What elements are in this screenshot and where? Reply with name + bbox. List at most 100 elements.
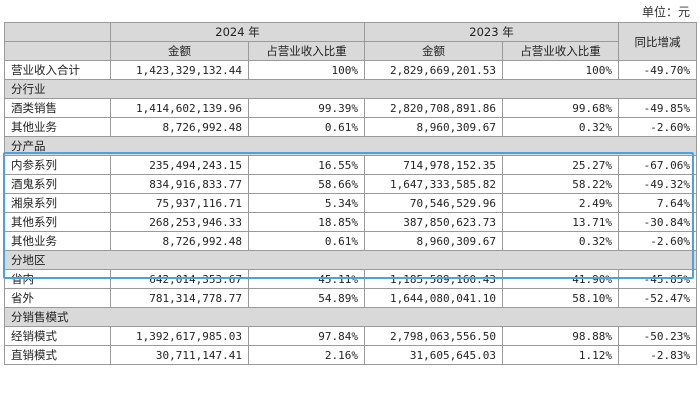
share-2024: 0.61% [248,117,365,137]
share-2023: 1.12% [502,345,619,365]
share-2023: 0.32% [502,117,619,137]
amount-2023: 1,185,589,160.43 [364,269,503,289]
row-label: 经销模式 [4,326,111,346]
yoy-change: -45.85% [618,269,697,289]
header-share-2024: 占营业收入比重 [248,41,365,61]
table-row: 省外 781,314,778.77 54.89% 1,644,080,041.1… [4,288,697,308]
table-row: 湘泉系列 75,937,116.71 5.34% 70,546,529.96 2… [4,193,697,213]
share-2024: 5.34% [248,193,365,213]
table-row: 酒鬼系列 834,916,833.77 58.66% 1,647,333,585… [4,174,697,194]
yoy-change: -2.83% [618,345,697,365]
row-label: 营业收入合计 [4,60,111,80]
amount-2023: 2,798,063,556.50 [364,326,503,346]
amount-2024: 781,314,778.77 [110,288,249,308]
yoy-change: -49.70% [618,60,697,80]
share-2024: 58.66% [248,174,365,194]
amount-2024: 75,937,116.71 [110,193,249,213]
amount-2024: 268,253,946.33 [110,212,249,232]
share-2023: 13.71% [502,212,619,232]
share-2023: 98.88% [502,326,619,346]
share-2023: 41.90% [502,269,619,289]
table-row: 其他业务 8,726,992.48 0.61% 8,960,309.67 0.3… [4,117,697,137]
share-2023: 58.10% [502,288,619,308]
unit-label: 单位：元 [641,5,690,19]
amount-2024: 1,392,617,985.03 [110,326,249,346]
section-header-industry: 分行业 [4,79,697,99]
table-row: 酒类销售 1,414,602,139.96 99.39% 2,820,708,8… [4,98,697,118]
section-title: 分地区 [4,250,697,270]
section-title: 分行业 [4,79,697,99]
amount-2023: 2,820,708,891.86 [364,98,503,118]
amount-2023: 8,960,309.67 [364,117,503,137]
share-2024: 2.16% [248,345,365,365]
share-2023: 100% [502,60,619,80]
share-2023: 25.27% [502,155,619,175]
revenue-table: 2024 年 2023 年 同比增减 金额 占营业收入比重 金额 占营业收入比重… [4,22,697,365]
share-2024: 99.39% [248,98,365,118]
section-header-region: 分地区 [4,250,697,270]
row-label: 省外 [4,288,111,308]
header-blank-2 [4,41,111,61]
row-label: 湘泉系列 [4,193,111,213]
amount-2024: 235,494,243.15 [110,155,249,175]
header-2023: 2023 年 [364,22,619,42]
amount-2024: 1,414,602,139.96 [110,98,249,118]
table-row: 其他业务 8,726,992.48 0.61% 8,960,309.67 0.3… [4,231,697,251]
header-row-years: 2024 年 2023 年 同比增减 [4,22,697,61]
row-label: 内参系列 [4,155,111,175]
header-row-columns: 金额 占营业收入比重 金额 占营业收入比重 [4,41,697,61]
share-2023: 99.68% [502,98,619,118]
share-2024: 16.55% [248,155,365,175]
amount-2024: 8,726,992.48 [110,117,249,137]
header-yoy: 同比增减 [618,22,697,61]
header-share-2023: 占营业收入比重 [502,41,619,61]
amount-2024: 8,726,992.48 [110,231,249,251]
row-label: 酒类销售 [4,98,111,118]
table-row: 直销模式 30,711,147.41 2.16% 31,605,645.03 1… [4,345,697,365]
row-label: 省内 [4,269,111,289]
header-amount-2023: 金额 [364,41,503,61]
share-2023: 58.22% [502,174,619,194]
amount-2024: 30,711,147.41 [110,345,249,365]
table-row: 其他系列 268,253,946.33 18.85% 387,850,623.7… [4,212,697,232]
yoy-change: -52.47% [618,288,697,308]
header-2024: 2024 年 [110,22,365,42]
section-header-sales-mode: 分销售模式 [4,307,697,327]
yoy-change: -67.06% [618,155,697,175]
row-label: 其他业务 [4,231,111,251]
table-row: 经销模式 1,392,617,985.03 97.84% 2,798,063,5… [4,326,697,346]
section-title: 分销售模式 [4,307,697,327]
share-2024: 54.89% [248,288,365,308]
amount-2023: 8,960,309.67 [364,231,503,251]
amount-2023: 1,647,333,585.82 [364,174,503,194]
share-2024: 100% [248,60,365,80]
share-2024: 97.84% [248,326,365,346]
share-2024: 18.85% [248,212,365,232]
amount-2024: 1,423,329,132.44 [110,60,249,80]
amount-2023: 2,829,669,201.53 [364,60,503,80]
share-2023: 2.49% [502,193,619,213]
amount-2023: 714,978,152.35 [364,155,503,175]
amount-2023: 70,546,529.96 [364,193,503,213]
yoy-change: 7.64% [618,193,697,213]
share-2024: 45.11% [248,269,365,289]
row-label: 其他业务 [4,117,111,137]
table-row: 省内 642,014,353.67 45.11% 1,185,589,160.4… [4,269,697,289]
amount-2024: 642,014,353.67 [110,269,249,289]
total-row: 营业收入合计 1,423,329,132.44 100% 2,829,669,2… [4,60,697,80]
yoy-change: -2.60% [618,117,697,137]
header-blank [4,22,111,42]
yoy-change: -49.32% [618,174,697,194]
yoy-change: -30.84% [618,212,697,232]
row-label: 酒鬼系列 [4,174,111,194]
amount-2024: 834,916,833.77 [110,174,249,194]
section-header-product: 分产品 [4,136,697,156]
header-amount-2024: 金额 [110,41,249,61]
share-2023: 0.32% [502,231,619,251]
yoy-change: -49.85% [618,98,697,118]
amount-2023: 1,644,080,041.10 [364,288,503,308]
amount-2023: 387,850,623.73 [364,212,503,232]
share-2024: 0.61% [248,231,365,251]
row-label: 其他系列 [4,212,111,232]
amount-2023: 31,605,645.03 [364,345,503,365]
